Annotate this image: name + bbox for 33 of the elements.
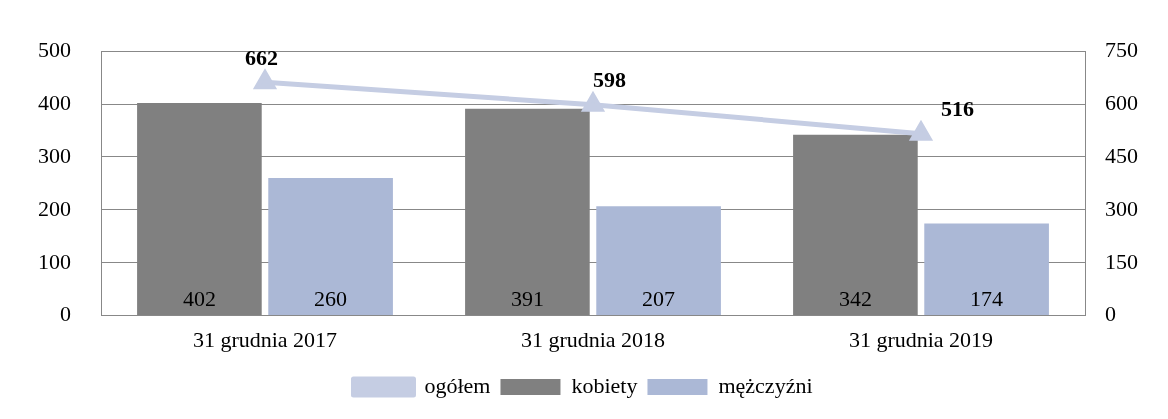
- y2-tick-label: 0: [1105, 301, 1116, 327]
- data-label: 260: [314, 285, 348, 311]
- y2-tick-label: 150: [1105, 248, 1138, 274]
- point: [582, 93, 604, 112]
- bar: [596, 206, 721, 316]
- data-label: 516: [941, 96, 974, 122]
- y2-tick-label: 450: [1105, 142, 1138, 168]
- data-label: 402: [182, 285, 216, 311]
- y-tick-label: 400: [38, 89, 71, 115]
- x-tick-label: 31 grudnia 2019: [848, 326, 994, 352]
- legend-label: ogółem: [424, 372, 491, 398]
- point: [910, 122, 932, 141]
- legend-label: mężczyźni: [718, 372, 813, 398]
- y-tick-label: 0: [60, 301, 71, 327]
- y-tick-label: 300: [38, 142, 71, 168]
- y2-tick-label: 600: [1105, 89, 1138, 115]
- data-label: 342: [838, 285, 872, 311]
- y-tick-label: 500: [38, 36, 71, 62]
- data-label: 207: [642, 285, 676, 311]
- bar: [268, 178, 393, 316]
- legend-label: kobiety: [571, 372, 638, 398]
- y-tick-label: 200: [38, 195, 71, 221]
- data-label: 662: [245, 44, 278, 70]
- x-tick-label: 31 grudnia 2018: [520, 326, 666, 352]
- y2-tick-label: 750: [1105, 36, 1138, 62]
- y2-tick-label: 300: [1105, 195, 1138, 221]
- data-label: 391: [510, 285, 544, 311]
- x-tick-label: 31 grudnia 2017: [192, 326, 338, 352]
- data-label: 174: [970, 285, 1004, 311]
- data-label: 598: [593, 67, 626, 93]
- y-tick-label: 100: [38, 248, 71, 274]
- point: [253, 68, 277, 90]
- bar: [924, 223, 1049, 316]
